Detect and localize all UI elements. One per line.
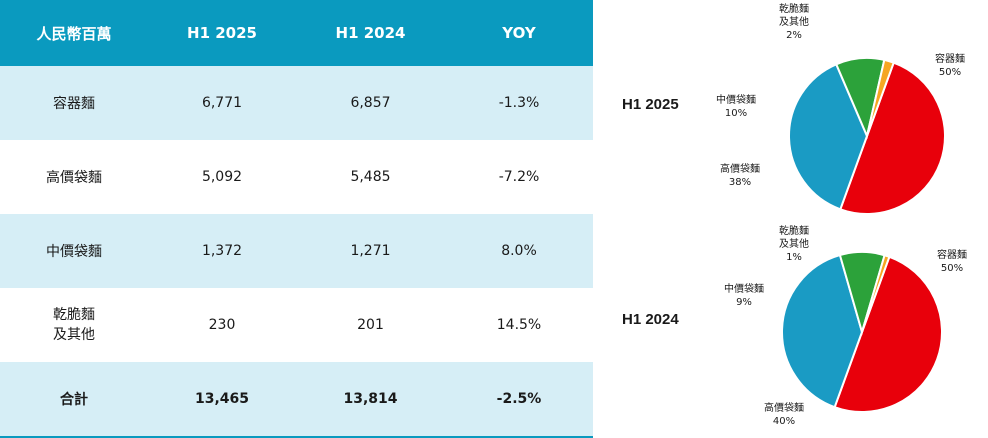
total-h1-2025: 13,465 xyxy=(194,391,250,407)
pie-value-label: 1% xyxy=(786,252,802,263)
pie-value-label: 2% xyxy=(786,30,802,41)
header-yoy: YOY xyxy=(502,24,536,42)
row-yoy: 14.5% xyxy=(496,317,542,333)
row-category: 高價袋麵 xyxy=(46,170,102,186)
row-category: 容器麵 xyxy=(53,96,95,112)
table-row: 乾脆麵 及其他 230 201 14.5% xyxy=(0,288,593,362)
pie-slice-snack-other xyxy=(866,58,895,137)
total-yoy: -2.5% xyxy=(496,391,542,407)
pie-category-label: 高價袋麵 xyxy=(720,162,760,175)
row-h1-2025: 6,771 xyxy=(201,95,243,111)
table-row: 高價袋麵 5,092 5,485 -7.2% xyxy=(0,140,593,214)
pie-value-label: 10% xyxy=(725,108,747,119)
pie-slice-premium-bag xyxy=(781,253,864,409)
row-h1-2024: 5,485 xyxy=(350,169,391,185)
pie-category-label: 中價袋麵 xyxy=(716,93,756,106)
row-h1-2025: 230 xyxy=(208,317,236,333)
pie-slice-snack-other xyxy=(861,254,891,333)
pie-category-label: 乾脆麵 xyxy=(779,2,809,15)
pie-slice-container xyxy=(839,61,946,215)
row-category: 中價袋麵 xyxy=(46,244,102,260)
pie-slice-container xyxy=(833,255,943,413)
header-h1-2025: H1 2025 xyxy=(187,24,257,42)
row-h1-2024: 201 xyxy=(357,317,384,333)
row-h1-2024: 6,857 xyxy=(350,95,391,111)
pie-category-label: 及其他 xyxy=(779,237,809,250)
pie-value-label: 50% xyxy=(939,67,961,78)
total-h1-2024: 13,814 xyxy=(343,391,398,407)
row-h1-2025: 5,092 xyxy=(201,169,243,185)
pie-value-label: 40% xyxy=(773,416,795,427)
header-unit: 人民幣百萬 xyxy=(36,24,112,43)
pie-category-label: 容器麵 xyxy=(935,52,965,65)
pie-slice-premium-bag xyxy=(788,62,869,211)
row-h1-2024: 1,271 xyxy=(350,243,391,259)
pie-category-label: 及其他 xyxy=(779,15,809,28)
pie-value-label: 50% xyxy=(941,263,963,274)
row-yoy: -1.3% xyxy=(498,95,540,111)
total-category: 合計 xyxy=(60,392,88,408)
table-total-row: 合計 13,465 13,814 -2.5% xyxy=(0,362,593,436)
pie-value-label: 9% xyxy=(736,297,752,308)
row-yoy: 8.0% xyxy=(501,243,537,259)
pie-title-h1-2025: H1 2025 xyxy=(622,96,679,113)
sales-table: 人民幣百萬 H1 2025 H1 2024 YOY 容器麵 6,771 6,85… xyxy=(0,0,593,436)
pie-category-label: 中價袋麵 xyxy=(724,282,764,295)
row-yoy: -7.2% xyxy=(498,169,540,185)
table-header-row: 人民幣百萬 H1 2025 H1 2024 YOY xyxy=(0,0,593,66)
pie-category-label: 高價袋麵 xyxy=(764,401,804,414)
pie-category-label: 乾脆麵 xyxy=(779,224,809,237)
row-h1-2025: 1,372 xyxy=(201,243,243,259)
pie-category-label: 容器麵 xyxy=(937,248,967,261)
pie-value-label: 38% xyxy=(729,177,751,188)
table-bottom-border xyxy=(0,436,593,438)
table-row: 中價袋麵 1,372 1,271 8.0% xyxy=(0,214,593,288)
header-h1-2024: H1 2024 xyxy=(335,24,406,42)
pie-title-h1-2024: H1 2024 xyxy=(622,311,679,328)
table-row: 容器麵 6,771 6,857 -1.3% xyxy=(0,66,593,140)
row-category: 乾脆麵 及其他 xyxy=(53,307,95,343)
